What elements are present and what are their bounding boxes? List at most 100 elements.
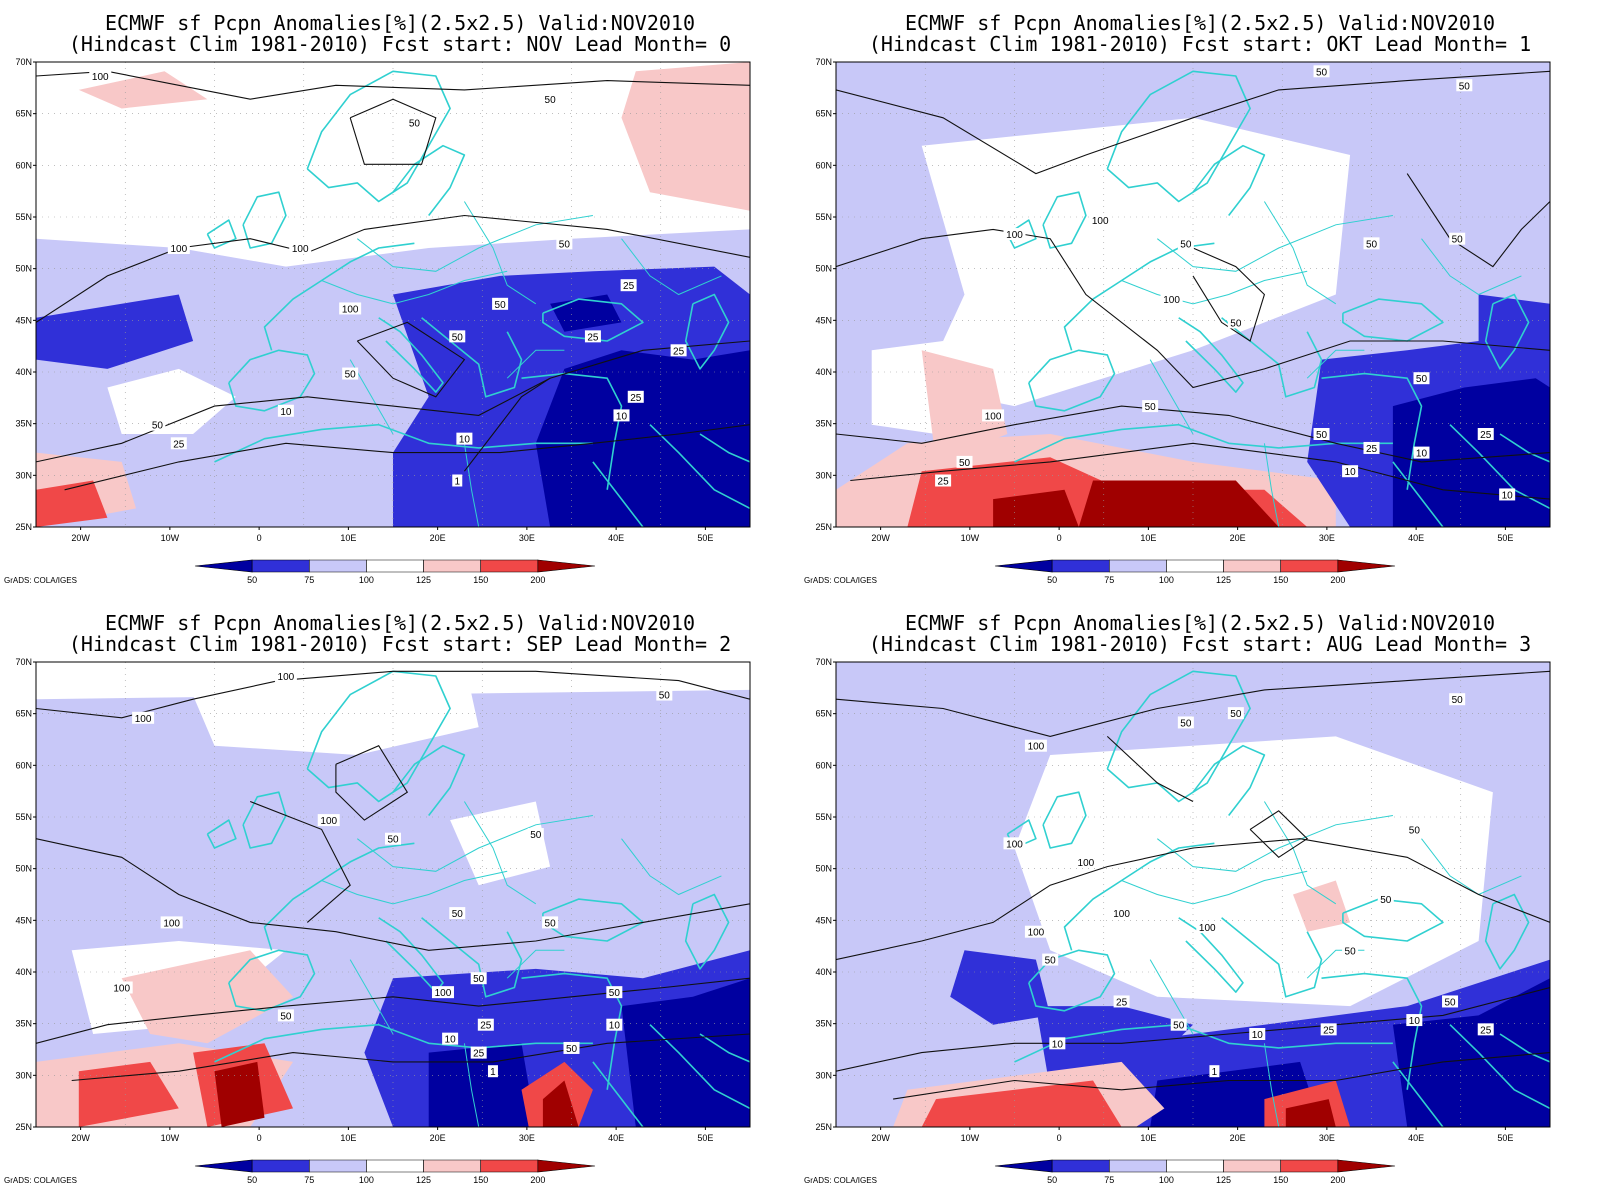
coastline [1028,349,1116,412]
contour-label: 100 [435,988,452,999]
colorbar: 50 75 100 125 150 200 [994,1159,1396,1185]
contour-label-box [452,474,463,487]
colorbar: 50 75 100 125 150 200 [994,559,1396,585]
contour-label: 25 [938,477,950,488]
map-frame [35,61,751,528]
coastline [649,1024,750,1110]
contour-label-box [449,907,466,920]
colorbar: 50 75 100 125 150 200 [194,559,596,585]
grads-footer: GrADS: COLA/IGES [4,1176,77,1185]
coastline [592,461,644,527]
contour-label: 100 [135,714,152,725]
country-border [1263,201,1337,305]
colorbar-swatch [1051,1159,1110,1173]
coastline [214,1023,593,1063]
lat-tick-label: 40N [15,367,32,377]
contour-label: 1 [454,477,460,488]
contour-label: 50 [1180,718,1192,729]
lon-tick-label: 10E [1140,1133,1156,1143]
colorbar-label: 75 [1104,1175,1114,1185]
colorbar-swatch [480,1159,539,1173]
contour-label-box [1003,837,1026,850]
contour-label-box [160,916,183,929]
lon-tick-label: 10W [161,1133,180,1143]
contour-label-box [1499,488,1516,501]
colorbar-label: 125 [1216,1175,1231,1185]
contour-label-box [1113,995,1130,1008]
anomaly-fill-white [450,801,551,886]
map-frame [35,661,751,1128]
coastline [1392,461,1444,527]
lat-tick-label: 50N [15,864,32,874]
contour-label: 100 [985,411,1002,422]
colorbar-label: 125 [416,575,431,585]
colorbar-swatch [1337,1159,1396,1173]
contour-label-box [563,1041,580,1054]
country-border [463,801,537,905]
panel-title-line1: ECMWF sf Pcpn Anomalies[%](2.5x2.5) Vali… [105,611,695,635]
colorbar-label: 50 [1047,1175,1057,1185]
contour-label-box [289,242,312,254]
contour-label: 50 [1145,402,1157,413]
colorbar-label: 200 [530,575,545,585]
contour-label-box [110,981,133,994]
contour-label-box [339,302,362,315]
country-border [1263,801,1337,905]
colorbar-swatch [366,1159,424,1173]
contour-label: 100 [1113,909,1130,920]
contour-line [356,321,466,398]
contour-label: 50 [1180,239,1192,250]
lat-tick-label: 25N [815,1122,832,1132]
anomaly-fill-light-red [621,62,750,211]
contour-label: 50 [545,95,557,106]
contour-label-box [606,986,623,999]
contour-label: 25 [623,281,635,292]
contour-label-box [1449,232,1466,245]
panel-title-line2: (Hindcast Clim 1981-2010) Fcst start: OK… [869,32,1531,56]
coastline [228,349,316,412]
lon-tick-label: 10W [161,533,180,543]
colorbar-label: 100 [1159,575,1174,585]
country-border [1421,238,1522,296]
country-border [463,201,537,305]
contour-line [36,70,750,100]
contour-label-box [470,1046,487,1059]
lon-tick-label: 20W [871,533,890,543]
colorbar-label: 50 [1047,575,1057,585]
contour-label-box [1042,953,1059,966]
contour-label: 50 [495,300,507,311]
contour-label-box [1024,925,1047,938]
contour-line [836,70,1550,175]
country-border [463,443,480,527]
colorbar-label: 200 [1330,575,1345,585]
contour-label: 1 [490,1067,496,1078]
lat-tick-label: 60N [15,160,32,170]
contour-label: 50 [409,118,421,129]
contour-label: 10 [616,411,628,422]
lon-tick-label: 40E [608,1133,624,1143]
coastline [392,144,466,216]
contour-label-box [317,814,340,827]
colorbar-label: 200 [1330,1175,1345,1185]
lon-tick-label: 0 [1057,1133,1062,1143]
lon-tick-label: 10E [1140,533,1156,543]
coastline [1028,949,1116,1012]
anomaly-fill-dark-red [542,1080,579,1127]
lat-tick-label: 25N [15,1122,32,1132]
lon-tick-label: 20W [71,1133,90,1143]
contour-line [893,1052,1550,1100]
anomaly-fill-light-red [78,71,208,109]
contour-label-box [584,330,601,343]
contour-label: 25 [1323,1025,1335,1036]
lon-tick-label: 30E [1319,533,1335,543]
map-svg: ECMWF sf Pcpn Anomalies[%](2.5x2.5) Vali… [804,11,1551,585]
contour-label: 50 [1316,67,1328,78]
lat-tick-label: 65N [815,109,832,119]
contour-label-box [431,986,454,999]
contour-line [335,745,409,821]
contour-label: 100 [1006,839,1023,850]
contour-label-box [274,669,297,682]
lat-tick-label: 25N [15,522,32,532]
contour-label: 50 [1459,81,1471,92]
colorbar-swatch [251,1159,310,1173]
